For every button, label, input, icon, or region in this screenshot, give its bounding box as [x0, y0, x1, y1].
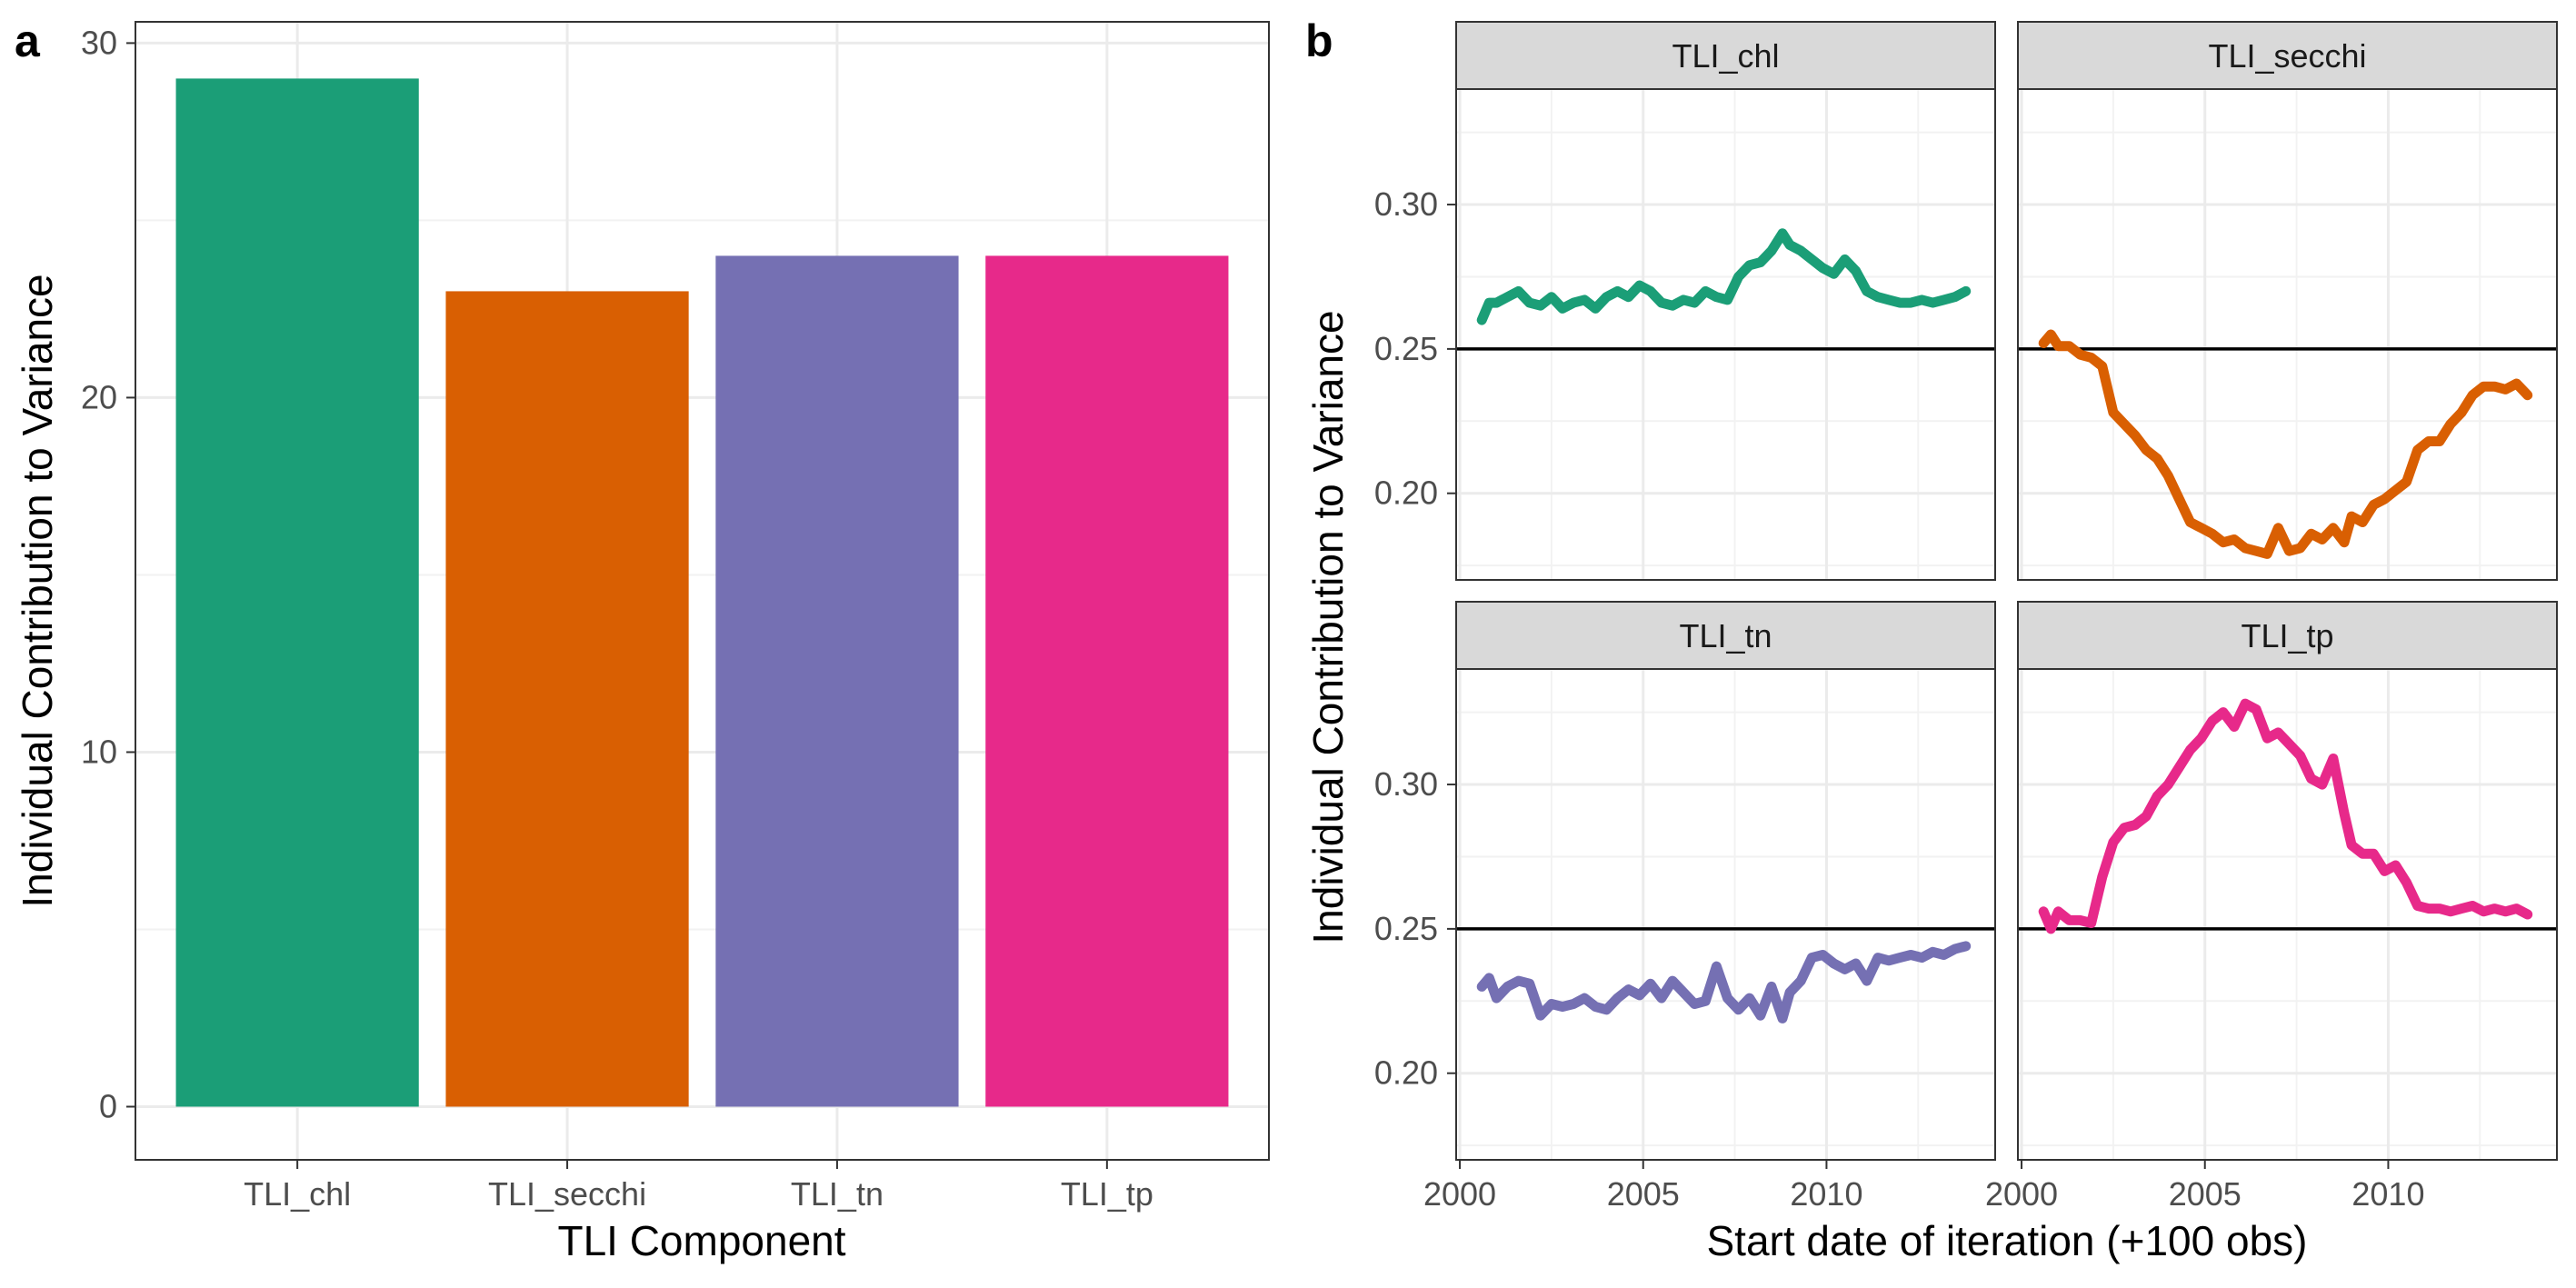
- panel-a-x-ticks: TLI_chl TLI_secchi TLI_tn TLI_tp: [244, 1160, 1153, 1213]
- facet-strip: [2017, 601, 2558, 670]
- x-tick-label: 2010: [1790, 1175, 1862, 1213]
- y-tick-label: 20: [81, 378, 117, 415]
- facet-background: [2018, 89, 2557, 580]
- facet-strip-label: TLI_chl: [1672, 37, 1779, 75]
- panel-a-tag: a: [15, 15, 41, 66]
- panel-a-x-axis-title: TLI Component: [557, 1217, 845, 1264]
- panel-b-x-axis-title: Start date of iteration (+100 obs): [1706, 1217, 2307, 1264]
- series-line-tli-secchi: [2038, 329, 2533, 559]
- y-tick-label: 0: [99, 1087, 117, 1124]
- panel-b: b TLI_chl TLI_secchi TLI_tn TLI_tp 0.20 0.25…: [1304, 15, 2558, 1264]
- panel-a-bars: [175, 78, 1229, 1107]
- facet-tli-chl: TLI_chl: [1455, 21, 1996, 581]
- facet-tli-secchi: TLI_secchi: [2017, 21, 2558, 581]
- facet-strip: [1455, 601, 1996, 670]
- y-tick-label: 0.20: [1374, 474, 1438, 512]
- series-line-tli-tn: [1476, 941, 1972, 1023]
- facet-background: [2018, 669, 2557, 1160]
- y-tick-label: 0.30: [1374, 765, 1438, 803]
- y-tick-label: 0.25: [1374, 330, 1438, 367]
- x-tick-label: 2010: [2351, 1175, 2424, 1213]
- panel-b-y-ticks: 0.20 0.25 0.30 0.20 0.25 0.30: [1374, 185, 1456, 1092]
- x-tick-label: TLI_chl: [244, 1175, 351, 1213]
- panel-a-y-ticks: 0 10 20 30: [81, 24, 135, 1124]
- panel-a-y-axis-title: Individual Contribution to Variance: [14, 274, 61, 907]
- bar-tli-tn: [715, 255, 959, 1107]
- y-tick-label: 0.30: [1374, 185, 1438, 223]
- x-tick-label: TLI_tp: [1061, 1175, 1153, 1213]
- facet-strip: [2017, 21, 2558, 90]
- x-tick-label: 2005: [2169, 1175, 2242, 1213]
- panel-b-y-axis-title: Individual Contribution to Variance: [1304, 310, 1352, 944]
- y-tick-label: 30: [81, 24, 117, 61]
- panel-b-tag: b: [1305, 15, 1333, 66]
- panel-a-border: [135, 21, 1270, 1161]
- facet-strip-label: TLI_secchi: [2208, 37, 2366, 75]
- panel-b-x-ticks: 2000 2005 2010 2000 2005 2010: [1423, 1160, 2424, 1213]
- facet-tli-tn: TLI_tn: [1455, 601, 1996, 1161]
- x-tick-label: 2005: [1607, 1175, 1680, 1213]
- panel-b-facets: TLI_chl TLI_secchi TLI_tn TLI_tp: [1455, 21, 2558, 1161]
- y-tick-label: 10: [81, 733, 117, 770]
- x-tick-label: TLI_tn: [791, 1175, 884, 1213]
- series-line-tli-chl: [1476, 228, 1972, 325]
- y-tick-label: 0.20: [1374, 1054, 1438, 1092]
- facet-strip-label: TLI_tp: [2241, 617, 2333, 654]
- facet-strip: [1455, 21, 1996, 90]
- facet-strip-label: TLI_tn: [1679, 617, 1772, 654]
- facet-background: [1456, 89, 1995, 580]
- x-tick-label: TLI_secchi: [488, 1175, 646, 1213]
- x-tick-label: 2000: [1985, 1175, 2058, 1213]
- x-tick-label: 2000: [1423, 1175, 1496, 1213]
- series-line-tli-tp: [2038, 698, 2533, 934]
- y-tick-label: 0.25: [1374, 910, 1438, 947]
- facet-tli-tp: TLI_tp: [2017, 601, 2558, 1161]
- bar-tli-secchi: [445, 291, 689, 1107]
- bar-tli-tp: [985, 255, 1229, 1107]
- bar-tli-chl: [175, 78, 419, 1107]
- facet-background: [1456, 669, 1995, 1160]
